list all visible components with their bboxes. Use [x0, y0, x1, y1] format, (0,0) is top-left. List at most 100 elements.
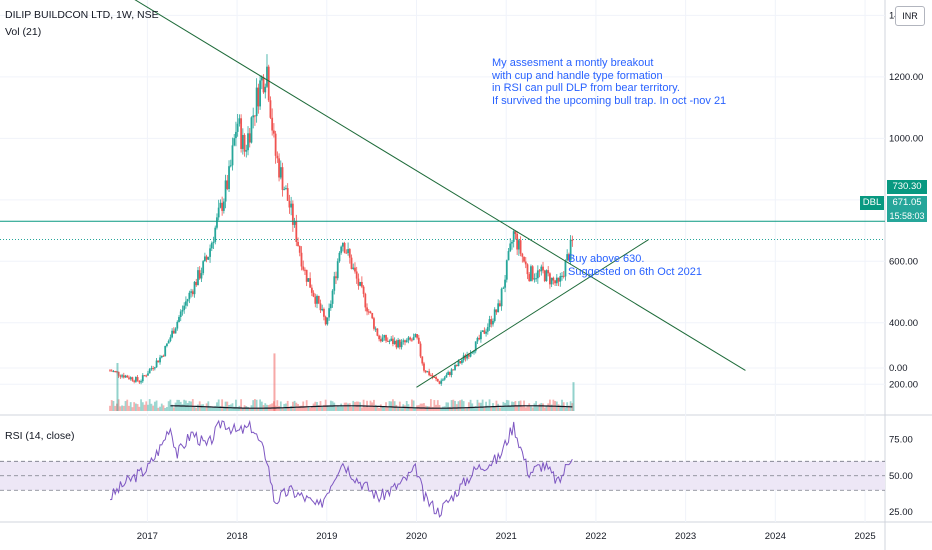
candle-body — [495, 309, 498, 313]
candle-body — [538, 270, 541, 272]
candle-body — [152, 368, 155, 370]
volume-bar — [547, 403, 550, 411]
candle-body — [530, 266, 532, 282]
volume-bar — [398, 401, 401, 411]
volume-bar — [138, 406, 141, 411]
volume-bar — [155, 400, 158, 411]
candle-body — [435, 377, 437, 379]
candle-body — [319, 303, 322, 311]
candle-body — [288, 200, 291, 208]
rsi-indicator-label[interactable]: RSI (14, close) — [5, 430, 75, 442]
candle-body — [471, 352, 474, 354]
candle-body — [157, 360, 160, 363]
volume-bar — [338, 406, 341, 411]
candle-body — [226, 180, 229, 190]
candle-body — [153, 367, 156, 369]
candle-body — [478, 337, 481, 340]
candle-body — [305, 269, 308, 282]
currency-button[interactable]: INR — [895, 6, 925, 26]
candle-body — [350, 257, 353, 269]
candle-body — [245, 150, 248, 152]
volume-bar — [412, 400, 415, 411]
buy-note[interactable]: Buy above 630. Suggested on 6th Oct 2021 — [568, 253, 702, 278]
candle-body — [171, 330, 174, 338]
symbol-tag: DBL — [860, 196, 884, 210]
candle-body — [348, 249, 351, 258]
candle-body — [547, 270, 550, 274]
candle-body — [188, 292, 191, 300]
volume-bar — [528, 403, 531, 411]
volume-bar — [136, 404, 139, 411]
candle-body — [416, 334, 418, 338]
symbol-title[interactable]: DILIP BUILDCON LTD, 1W, NSE — [5, 9, 159, 21]
volume-bar — [186, 403, 189, 411]
candle-body — [250, 117, 253, 143]
volume-bar — [488, 399, 491, 411]
candle-body — [119, 375, 122, 377]
volume-bar — [345, 402, 348, 411]
candle-body — [459, 361, 462, 364]
volume-bar — [373, 399, 375, 411]
volume-bar — [210, 407, 213, 411]
volume-bar — [162, 405, 165, 411]
volume-indicator-label[interactable]: Vol (21) — [5, 26, 42, 38]
candle-body — [354, 267, 356, 272]
candle-body — [109, 370, 111, 372]
candle-body — [490, 319, 493, 325]
candle-body — [336, 261, 339, 279]
candle-body — [447, 372, 450, 375]
candle-body — [428, 371, 431, 376]
candle-body — [285, 188, 287, 190]
candle-body — [407, 337, 410, 341]
candle-body — [176, 321, 179, 329]
volume-bar — [469, 399, 472, 411]
assessment-note[interactable]: My assesment a montly breakout with cup … — [492, 57, 727, 107]
candle-body — [304, 269, 306, 271]
candle-body — [229, 165, 232, 167]
candle-body — [355, 271, 358, 279]
candle-body — [549, 273, 551, 285]
volume-bar — [290, 405, 293, 411]
candle-body — [566, 254, 569, 261]
candle-body — [283, 189, 286, 191]
candle-body — [329, 303, 332, 309]
candle-body — [569, 239, 572, 261]
candle-body — [383, 335, 386, 338]
candle-body — [341, 242, 344, 247]
volume-bar — [411, 399, 413, 411]
volume-bar — [462, 401, 465, 411]
candle-body — [174, 328, 177, 334]
candle-body — [131, 377, 134, 381]
candle-body — [160, 355, 163, 358]
volume-bar — [141, 402, 144, 411]
volume-bar — [264, 403, 267, 411]
time-tick-label: 2019 — [316, 531, 337, 542]
time-tick-label: 2018 — [227, 531, 248, 542]
candle-body — [390, 338, 393, 341]
volume-bar — [559, 405, 562, 411]
candle-body — [467, 354, 470, 357]
rsi-line — [109, 419, 573, 518]
volume-bar — [257, 407, 260, 411]
candle-body — [543, 270, 546, 282]
candle-body — [276, 155, 279, 159]
volume-bar — [360, 407, 363, 411]
candle-body — [352, 267, 355, 269]
candle-body — [260, 77, 263, 81]
volume-bar — [567, 405, 570, 411]
volume-bar — [530, 406, 532, 411]
volume-bar — [128, 405, 130, 411]
volume-bar — [143, 404, 146, 411]
candle-body — [148, 369, 151, 374]
candle-body — [393, 340, 396, 345]
candle-body — [291, 203, 294, 225]
volume-bar — [279, 401, 282, 411]
volume-bar — [419, 403, 422, 411]
candle-body — [166, 343, 168, 347]
volume-bar — [543, 407, 546, 411]
candle-body — [141, 375, 144, 382]
volume-bar — [131, 407, 134, 411]
volume-bar — [335, 406, 337, 411]
